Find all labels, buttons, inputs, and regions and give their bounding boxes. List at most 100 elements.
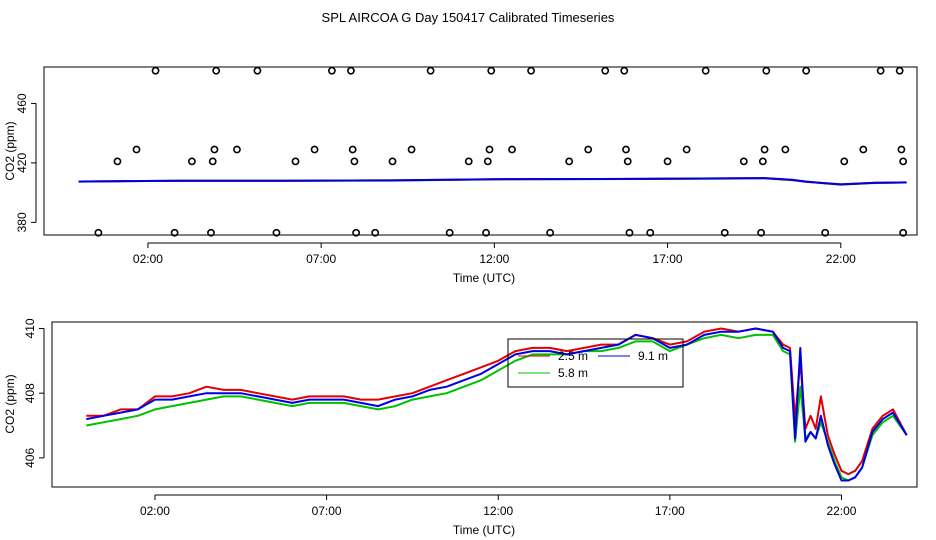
scatter-point (840, 157, 849, 166)
scatter-point (208, 157, 217, 166)
x-tick-label: 12:00 (483, 504, 513, 518)
scatter-point (546, 228, 555, 237)
scatter-point (371, 228, 380, 237)
x-tick-label: 07:00 (306, 252, 336, 266)
scatter-point (426, 66, 435, 75)
scatter-point (682, 145, 691, 154)
scatter-point (760, 145, 769, 154)
x-tick-label: 02:00 (140, 504, 170, 518)
scatter-point (485, 145, 494, 154)
scatter-point (348, 145, 357, 154)
x-tick-label: 17:00 (655, 504, 685, 518)
scatter-point (407, 145, 416, 154)
scatter-point (482, 228, 490, 237)
x-tick-label: 12:00 (479, 252, 509, 266)
scatter-point (445, 228, 454, 237)
series-line-blue (86, 327, 908, 482)
y-tick-label: 410 (23, 318, 37, 338)
x-tick-label: 22:00 (826, 504, 856, 518)
y-tick-label: 460 (15, 93, 29, 113)
scatter-point (207, 228, 215, 237)
scatter-point (625, 228, 634, 237)
scatter-point (897, 145, 906, 154)
scatter-point (584, 145, 593, 154)
scatter-point (739, 157, 748, 166)
scatter-point (758, 157, 767, 166)
y-tick-label: 380 (15, 212, 29, 232)
x-tick-label: 07:00 (312, 504, 342, 518)
y-tick-label: 408 (23, 383, 37, 403)
x-axis-label: Time (UTC) (453, 271, 515, 285)
scatter-point (899, 157, 908, 166)
scatter-point (487, 66, 496, 75)
x-axis: 02:00 07:00 12:00 17:00 22:00 (140, 494, 857, 518)
scatter-point (347, 66, 355, 75)
scatter-point (291, 157, 300, 166)
y-axis: 406 408 410 (23, 318, 45, 468)
scatter-point (350, 157, 359, 166)
scatter-point (94, 228, 103, 237)
scatter-point (483, 157, 492, 166)
line-series (86, 327, 908, 482)
scatter-point (253, 66, 262, 75)
scatter-point (565, 157, 574, 166)
scatter-point (622, 145, 630, 154)
scatter-point (132, 145, 141, 154)
scatter-point (327, 66, 336, 75)
scatter-point (762, 66, 771, 75)
scatter-point (601, 66, 610, 75)
scatter-point (646, 228, 655, 237)
x-axis-label: Time (UTC) (453, 523, 515, 537)
scatter-point (352, 228, 361, 237)
scatter-point (701, 66, 710, 75)
scatter-point (859, 145, 868, 154)
figure-title: SPL AIRCOA G Day 150417 Calibrated Times… (321, 10, 615, 25)
legend-label-red: 2.5 m (558, 349, 588, 363)
legend-label-blue: 9.1 m (638, 349, 668, 363)
y-tick-label: 420 (15, 153, 29, 173)
series-line-red (86, 327, 908, 476)
scatter-point (895, 66, 904, 75)
legend-label-green: 5.8 m (558, 366, 588, 380)
scatter-point (188, 157, 196, 166)
x-tick-label: 17:00 (653, 252, 683, 266)
scatter-point (151, 66, 160, 75)
series-line-green (86, 333, 908, 482)
plot-frame (51, 321, 918, 488)
scatter-point (170, 228, 179, 237)
legend: 2.5 m 5.8 m 9.1 m (507, 338, 684, 388)
x-axis: 02:00 07:00 12:00 17:00 22:00 (133, 242, 856, 266)
scatter-point (620, 66, 629, 75)
scatter-point (757, 228, 766, 237)
scatter-point (233, 145, 241, 154)
scatter-point (388, 157, 397, 166)
scatter-point (623, 157, 632, 166)
x-tick-label: 02:00 (133, 252, 163, 266)
x-tick-label: 22:00 (826, 252, 856, 266)
scatter-marks (94, 66, 908, 237)
scatter-point (821, 228, 830, 237)
scatter-point (527, 66, 535, 75)
legend-box (507, 338, 684, 388)
scatter-point (802, 66, 811, 75)
scatter-point (899, 228, 908, 237)
scatter-point (113, 157, 122, 166)
scatter-point (720, 228, 729, 237)
y-axis: 380 420 460 (15, 93, 37, 232)
y-axis-label: CO2 (ppm) (3, 121, 17, 180)
scatter-point (508, 145, 516, 154)
y-tick-label: 406 (23, 448, 37, 468)
series-line-blue (78, 177, 907, 186)
scatter-point (781, 145, 790, 154)
y-axis-label: CO2 (ppm) (3, 374, 17, 433)
scatter-point (212, 66, 221, 75)
scatter-point (310, 145, 319, 154)
scatter-point (464, 157, 473, 166)
scatter-point (210, 145, 219, 154)
scatter-point (663, 157, 672, 166)
scatter-panel-lines (78, 177, 907, 186)
plot-frame (43, 66, 918, 236)
